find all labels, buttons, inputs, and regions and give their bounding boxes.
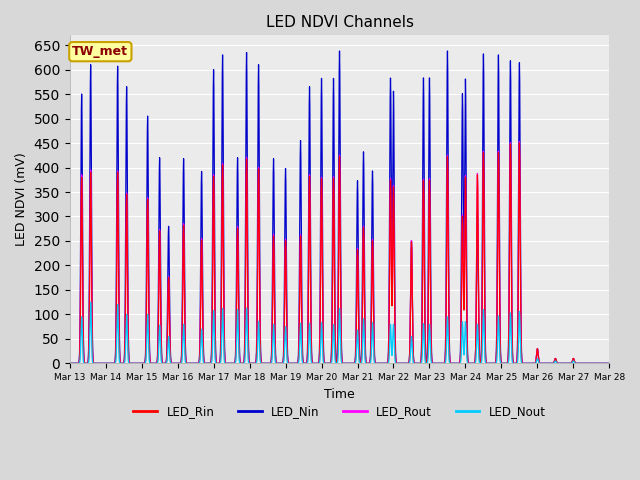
LED_Nin	[243, 122, 251, 128]
LED_Nout	[87, 300, 95, 305]
LED_Nout	[310, 360, 317, 366]
LED_Nout	[597, 360, 605, 366]
LED_Rin	[132, 360, 140, 366]
LED_Nout	[80, 360, 88, 366]
LED_Nout	[605, 360, 613, 366]
Line: LED_Rout: LED_Rout	[70, 142, 609, 363]
LED_Rin	[80, 355, 88, 361]
LED_Rout	[516, 139, 524, 144]
LED_Rout	[243, 205, 251, 211]
LED_Rin	[600, 360, 607, 366]
LED_Rin	[239, 360, 246, 366]
LED_Nin	[335, 48, 343, 54]
LED_Rout	[605, 360, 613, 366]
LED_Nin	[605, 360, 613, 366]
Line: LED_Rin: LED_Rin	[70, 143, 609, 363]
LED_Nout	[244, 336, 252, 342]
X-axis label: Time: Time	[324, 388, 355, 401]
LED_Rout	[80, 354, 88, 360]
LED_Nin	[239, 360, 246, 366]
LED_Rin	[310, 360, 317, 366]
LED_Rin	[468, 360, 476, 366]
LED_Rin	[516, 140, 524, 146]
LED_Nout	[132, 360, 140, 366]
Legend: LED_Rin, LED_Nin, LED_Rout, LED_Nout: LED_Rin, LED_Nin, LED_Rout, LED_Nout	[129, 401, 550, 423]
LED_Rout	[132, 360, 140, 366]
Y-axis label: LED NDVI (mV): LED NDVI (mV)	[15, 153, 28, 246]
LED_Nin	[602, 360, 609, 366]
LED_Nout	[66, 360, 74, 366]
LED_Rout	[66, 360, 74, 366]
Title: LED NDVI Channels: LED NDVI Channels	[266, 15, 413, 30]
LED_Nout	[468, 360, 476, 366]
LED_Rin	[243, 208, 251, 214]
LED_Nin	[80, 350, 88, 356]
LED_Nin	[468, 360, 476, 366]
LED_Rin	[605, 360, 613, 366]
LED_Nin	[132, 360, 140, 366]
Line: LED_Nout: LED_Nout	[70, 302, 609, 363]
LED_Rin	[66, 360, 74, 366]
Line: LED_Nin: LED_Nin	[70, 51, 609, 363]
LED_Rout	[600, 360, 608, 366]
LED_Rout	[468, 360, 476, 366]
Text: TW_met: TW_met	[72, 45, 129, 58]
LED_Nin	[66, 360, 74, 366]
LED_Rout	[239, 360, 246, 366]
LED_Rout	[310, 360, 317, 366]
LED_Nin	[310, 360, 317, 366]
LED_Nout	[239, 360, 246, 366]
